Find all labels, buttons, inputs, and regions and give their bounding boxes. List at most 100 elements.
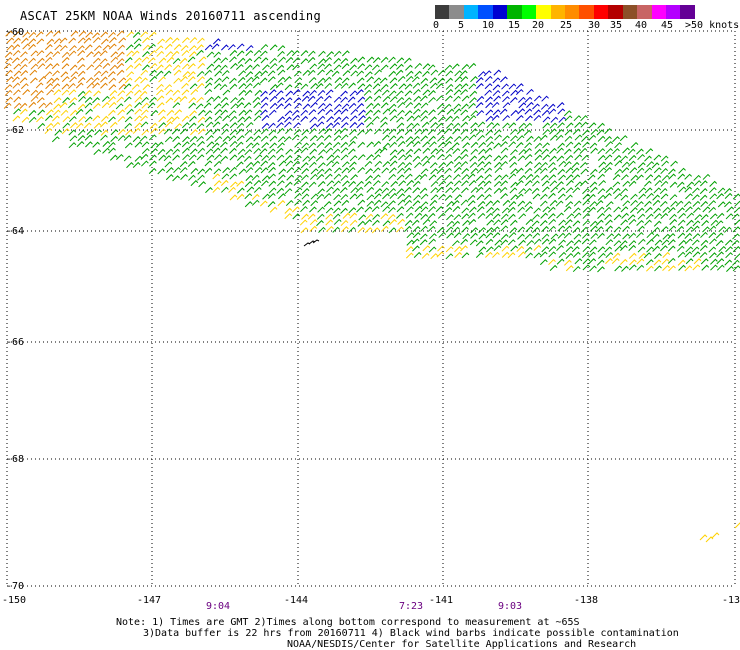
wind-barb (462, 142, 470, 149)
wind-barb (501, 90, 510, 97)
wind-barb (308, 155, 316, 162)
wind-barb (531, 187, 540, 194)
wind-barb (235, 63, 244, 71)
wind-barb (188, 174, 196, 181)
wind-barb (388, 70, 397, 77)
wind-barb (388, 135, 397, 142)
wind-barb (141, 147, 150, 155)
wind-barb (156, 89, 164, 96)
wind-barb (261, 175, 270, 182)
wind-barb (389, 160, 398, 167)
wind-barb (341, 116, 349, 123)
wind-barb (156, 64, 164, 71)
wind-barb (110, 135, 118, 142)
wind-barb (414, 161, 422, 169)
wind-barb (307, 95, 316, 102)
wind-barb (117, 115, 126, 122)
wind-barb (406, 122, 414, 129)
wind-barb (605, 147, 613, 155)
wind-barb (492, 109, 501, 116)
wind-barb (502, 135, 510, 142)
wind-barb (123, 155, 132, 162)
wind-barb (404, 173, 413, 180)
wind-barb (573, 142, 582, 149)
wind-barb (309, 89, 317, 96)
wind-barb (652, 245, 660, 252)
wind-barb (278, 168, 287, 175)
wind-barb (582, 129, 590, 136)
wind-barb (158, 128, 166, 135)
wind-barb (301, 188, 310, 195)
wind-barb (669, 218, 678, 225)
wind-barb (379, 147, 388, 154)
wind-barb (516, 135, 525, 142)
wind-barb (469, 155, 478, 162)
wind-barb (500, 154, 508, 161)
wind-barb (646, 231, 655, 239)
wind-barb (229, 194, 238, 201)
wind-barb (276, 103, 284, 110)
wind-barb (405, 70, 414, 77)
wind-barb (534, 142, 543, 149)
wind-barb (604, 246, 613, 253)
wind-barb (564, 225, 572, 232)
wind-barb (308, 109, 317, 116)
wind-barb (596, 259, 605, 266)
wind-barb (412, 140, 421, 147)
wind-barb (357, 63, 366, 70)
wind-barb (149, 122, 158, 129)
wind-barb (164, 161, 173, 168)
wind-barb (605, 258, 613, 265)
wind-barb (702, 206, 711, 213)
wind-barb (485, 96, 493, 103)
wind-barb (45, 101, 53, 109)
wind-barb (460, 153, 469, 160)
wind-barb (220, 141, 228, 148)
wind-barb (244, 82, 253, 90)
wind-barb (261, 122, 270, 129)
wind-barb (389, 141, 398, 148)
wind-barb (524, 180, 533, 187)
wind-barb (75, 82, 84, 89)
wind-barb (85, 141, 93, 148)
wind-barb (110, 129, 119, 136)
scale-swatch (478, 5, 493, 19)
wind-barb (181, 63, 190, 70)
wind-barb (340, 207, 348, 214)
wind-barb (469, 97, 477, 104)
wind-barb (172, 64, 181, 71)
wind-barb (524, 187, 532, 195)
wind-barb (284, 181, 293, 188)
wind-barb (92, 102, 101, 109)
wind-barb (603, 206, 612, 213)
wind-barb (180, 76, 188, 83)
wind-barb (155, 141, 164, 148)
wind-barb (629, 167, 638, 174)
wind-barb (30, 95, 39, 102)
wind-barb (526, 88, 534, 95)
wind-barb (468, 102, 476, 109)
wind-barb (557, 108, 566, 115)
wind-barb (140, 77, 148, 84)
wind-barb (365, 168, 373, 175)
wind-barb (134, 76, 143, 83)
wind-barb (661, 174, 670, 181)
wind-barb (333, 200, 342, 207)
wind-barb (492, 89, 501, 97)
wind-barb (483, 180, 492, 187)
wind-barb (597, 194, 606, 201)
wind-barb (325, 207, 334, 214)
wind-barb (382, 108, 391, 115)
wind-barb (404, 225, 412, 232)
wind-barb (317, 63, 326, 70)
wind-barb (61, 128, 70, 135)
wind-barb (267, 148, 276, 155)
wind-barb (396, 57, 405, 64)
wind-barb (54, 129, 63, 136)
wind-barb (437, 129, 445, 136)
wind-barb (420, 115, 429, 122)
wind-barb (268, 187, 277, 194)
wind-barb (397, 218, 405, 225)
wind-barb (213, 95, 221, 102)
wind-barb (260, 167, 269, 174)
